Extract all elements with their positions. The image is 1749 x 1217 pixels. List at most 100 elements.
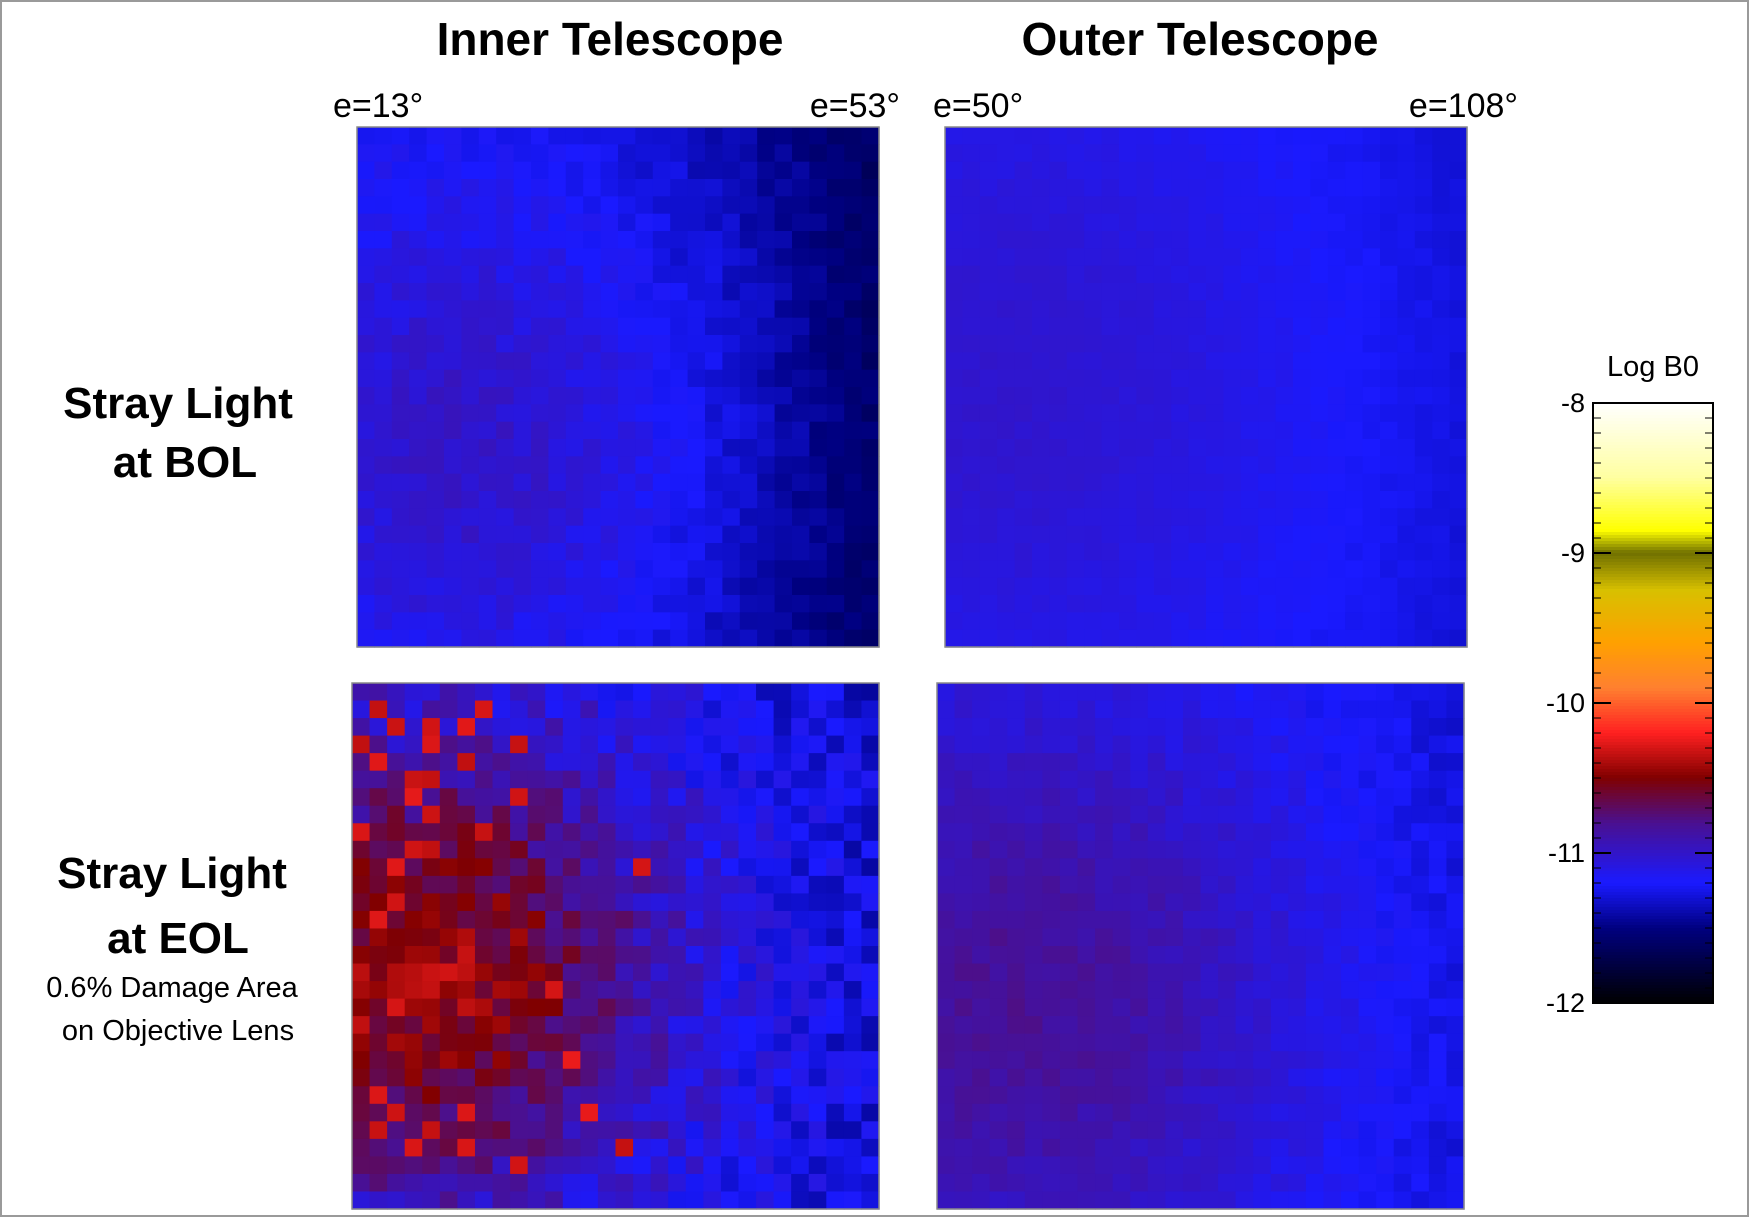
heatmap-cell: [1327, 335, 1346, 353]
heatmap-cell: [650, 700, 669, 719]
heatmap-cell: [1147, 770, 1166, 789]
heatmap-cell: [757, 404, 776, 423]
heatmap-cell: [1101, 439, 1120, 457]
heatmap-cell: [1414, 300, 1433, 319]
heatmap-cell: [1393, 963, 1412, 982]
heatmap-cell: [792, 161, 810, 180]
heatmap-cell: [387, 1191, 406, 1210]
heatmap-cell: [492, 683, 511, 702]
heatmap-cell: [545, 1138, 564, 1157]
heatmap-cell: [1258, 491, 1277, 509]
heatmap-cell: [474, 788, 494, 807]
heatmap-cell: [387, 683, 406, 702]
heatmap-cell: [1305, 893, 1325, 912]
heatmap-cell: [773, 981, 792, 1000]
heatmap-cell: [1171, 595, 1190, 613]
heatmap-cell: [635, 387, 654, 405]
heatmap-cell: [1119, 213, 1137, 232]
heatmap-cell: [1397, 456, 1416, 475]
colorbar-segment: [1593, 595, 1713, 599]
heatmap-cell: [1188, 421, 1207, 440]
heatmap-cell: [1136, 179, 1155, 197]
heatmap-cell: [633, 753, 652, 772]
heatmap-cell: [1077, 1173, 1096, 1193]
heatmap-cell: [1165, 1138, 1184, 1157]
colorbar-segment: [1593, 478, 1713, 482]
heatmap-cell: [474, 910, 494, 930]
heatmap-cell: [1182, 683, 1202, 702]
heatmap-cell: [513, 265, 532, 284]
heatmap-cell: [1095, 928, 1114, 947]
heatmap-cell: [474, 840, 494, 859]
heatmap-cell: [861, 161, 880, 180]
heatmap-cell: [1200, 1121, 1219, 1140]
heatmap-cell: [531, 317, 549, 336]
heatmap-cell: [1042, 910, 1061, 930]
heatmap-cell: [685, 1051, 704, 1070]
heatmap-cell: [757, 473, 776, 492]
heatmap-cell: [1275, 473, 1294, 492]
heatmap-cell: [527, 928, 546, 947]
heatmap-cell: [1165, 683, 1184, 702]
heatmap-cell: [422, 700, 441, 719]
heatmap-cell: [1432, 231, 1451, 249]
heatmap-cell: [478, 300, 497, 319]
heatmap-cell: [1446, 700, 1465, 719]
heatmap-cell: [387, 858, 406, 877]
heatmap-cell: [1270, 981, 1289, 1000]
heatmap-cell: [1171, 352, 1190, 371]
heatmap-cell: [548, 577, 567, 596]
heatmap-cell: [685, 858, 704, 877]
heatmap-cell: [531, 543, 549, 561]
colorbar-segment: [1593, 733, 1713, 737]
heatmap-cell: [979, 335, 998, 353]
heatmap-cell: [1049, 352, 1068, 371]
heatmap-cell: [633, 770, 652, 789]
heatmap-cell: [1358, 1121, 1377, 1140]
heatmap-cell: [374, 179, 393, 197]
heatmap-cell: [1310, 335, 1329, 353]
heatmap-cell: [826, 560, 845, 579]
heatmap-cell: [774, 473, 793, 492]
heatmap-cell: [1084, 283, 1103, 301]
heatmap-cell: [1171, 127, 1190, 145]
heatmap-cell: [1235, 1103, 1254, 1122]
heatmap-cell: [369, 805, 388, 824]
heatmap-cell: [1066, 508, 1085, 527]
heatmap-cell: [844, 317, 863, 336]
heatmap-cell: [1411, 1051, 1430, 1070]
heatmap-cell: [1066, 456, 1085, 475]
heatmap-cell: [369, 1103, 388, 1122]
heatmap-cell: [1165, 1086, 1184, 1105]
heatmap-cell: [685, 998, 704, 1017]
heatmap-cell: [478, 265, 497, 284]
heatmap-cell: [1362, 508, 1381, 527]
heatmap-cell: [1007, 963, 1026, 982]
heatmap-cell: [757, 179, 776, 197]
heatmap-cell: [650, 875, 669, 894]
heatmap-cell: [774, 161, 793, 180]
heatmap-cell: [1305, 805, 1325, 824]
heatmap-cell: [997, 231, 1016, 249]
heatmap-cell: [597, 683, 617, 702]
heatmap-cell: [1380, 387, 1398, 405]
heatmap-cell: [937, 1086, 956, 1105]
heatmap-cell: [1362, 456, 1381, 475]
heatmap-cell: [1049, 543, 1068, 561]
heatmap-cell: [1014, 560, 1033, 579]
heatmap-cell: [492, 753, 511, 772]
heatmap-cell: [1188, 369, 1207, 388]
heatmap-cell: [1136, 629, 1155, 648]
heatmap-cell: [439, 1173, 458, 1193]
heatmap-cell: [670, 456, 689, 475]
heatmap-cell: [1059, 1086, 1079, 1105]
heatmap-cell: [1305, 1191, 1325, 1210]
heatmap-cell: [962, 161, 981, 180]
heatmap-cell: [670, 525, 689, 544]
heatmap-cell: [720, 700, 740, 719]
heatmap-cell: [1084, 352, 1103, 371]
heatmap-cell: [1218, 1086, 1237, 1105]
heatmap-cell: [1049, 456, 1068, 475]
heatmap-cell: [527, 753, 546, 772]
heatmap-cell: [600, 473, 619, 492]
